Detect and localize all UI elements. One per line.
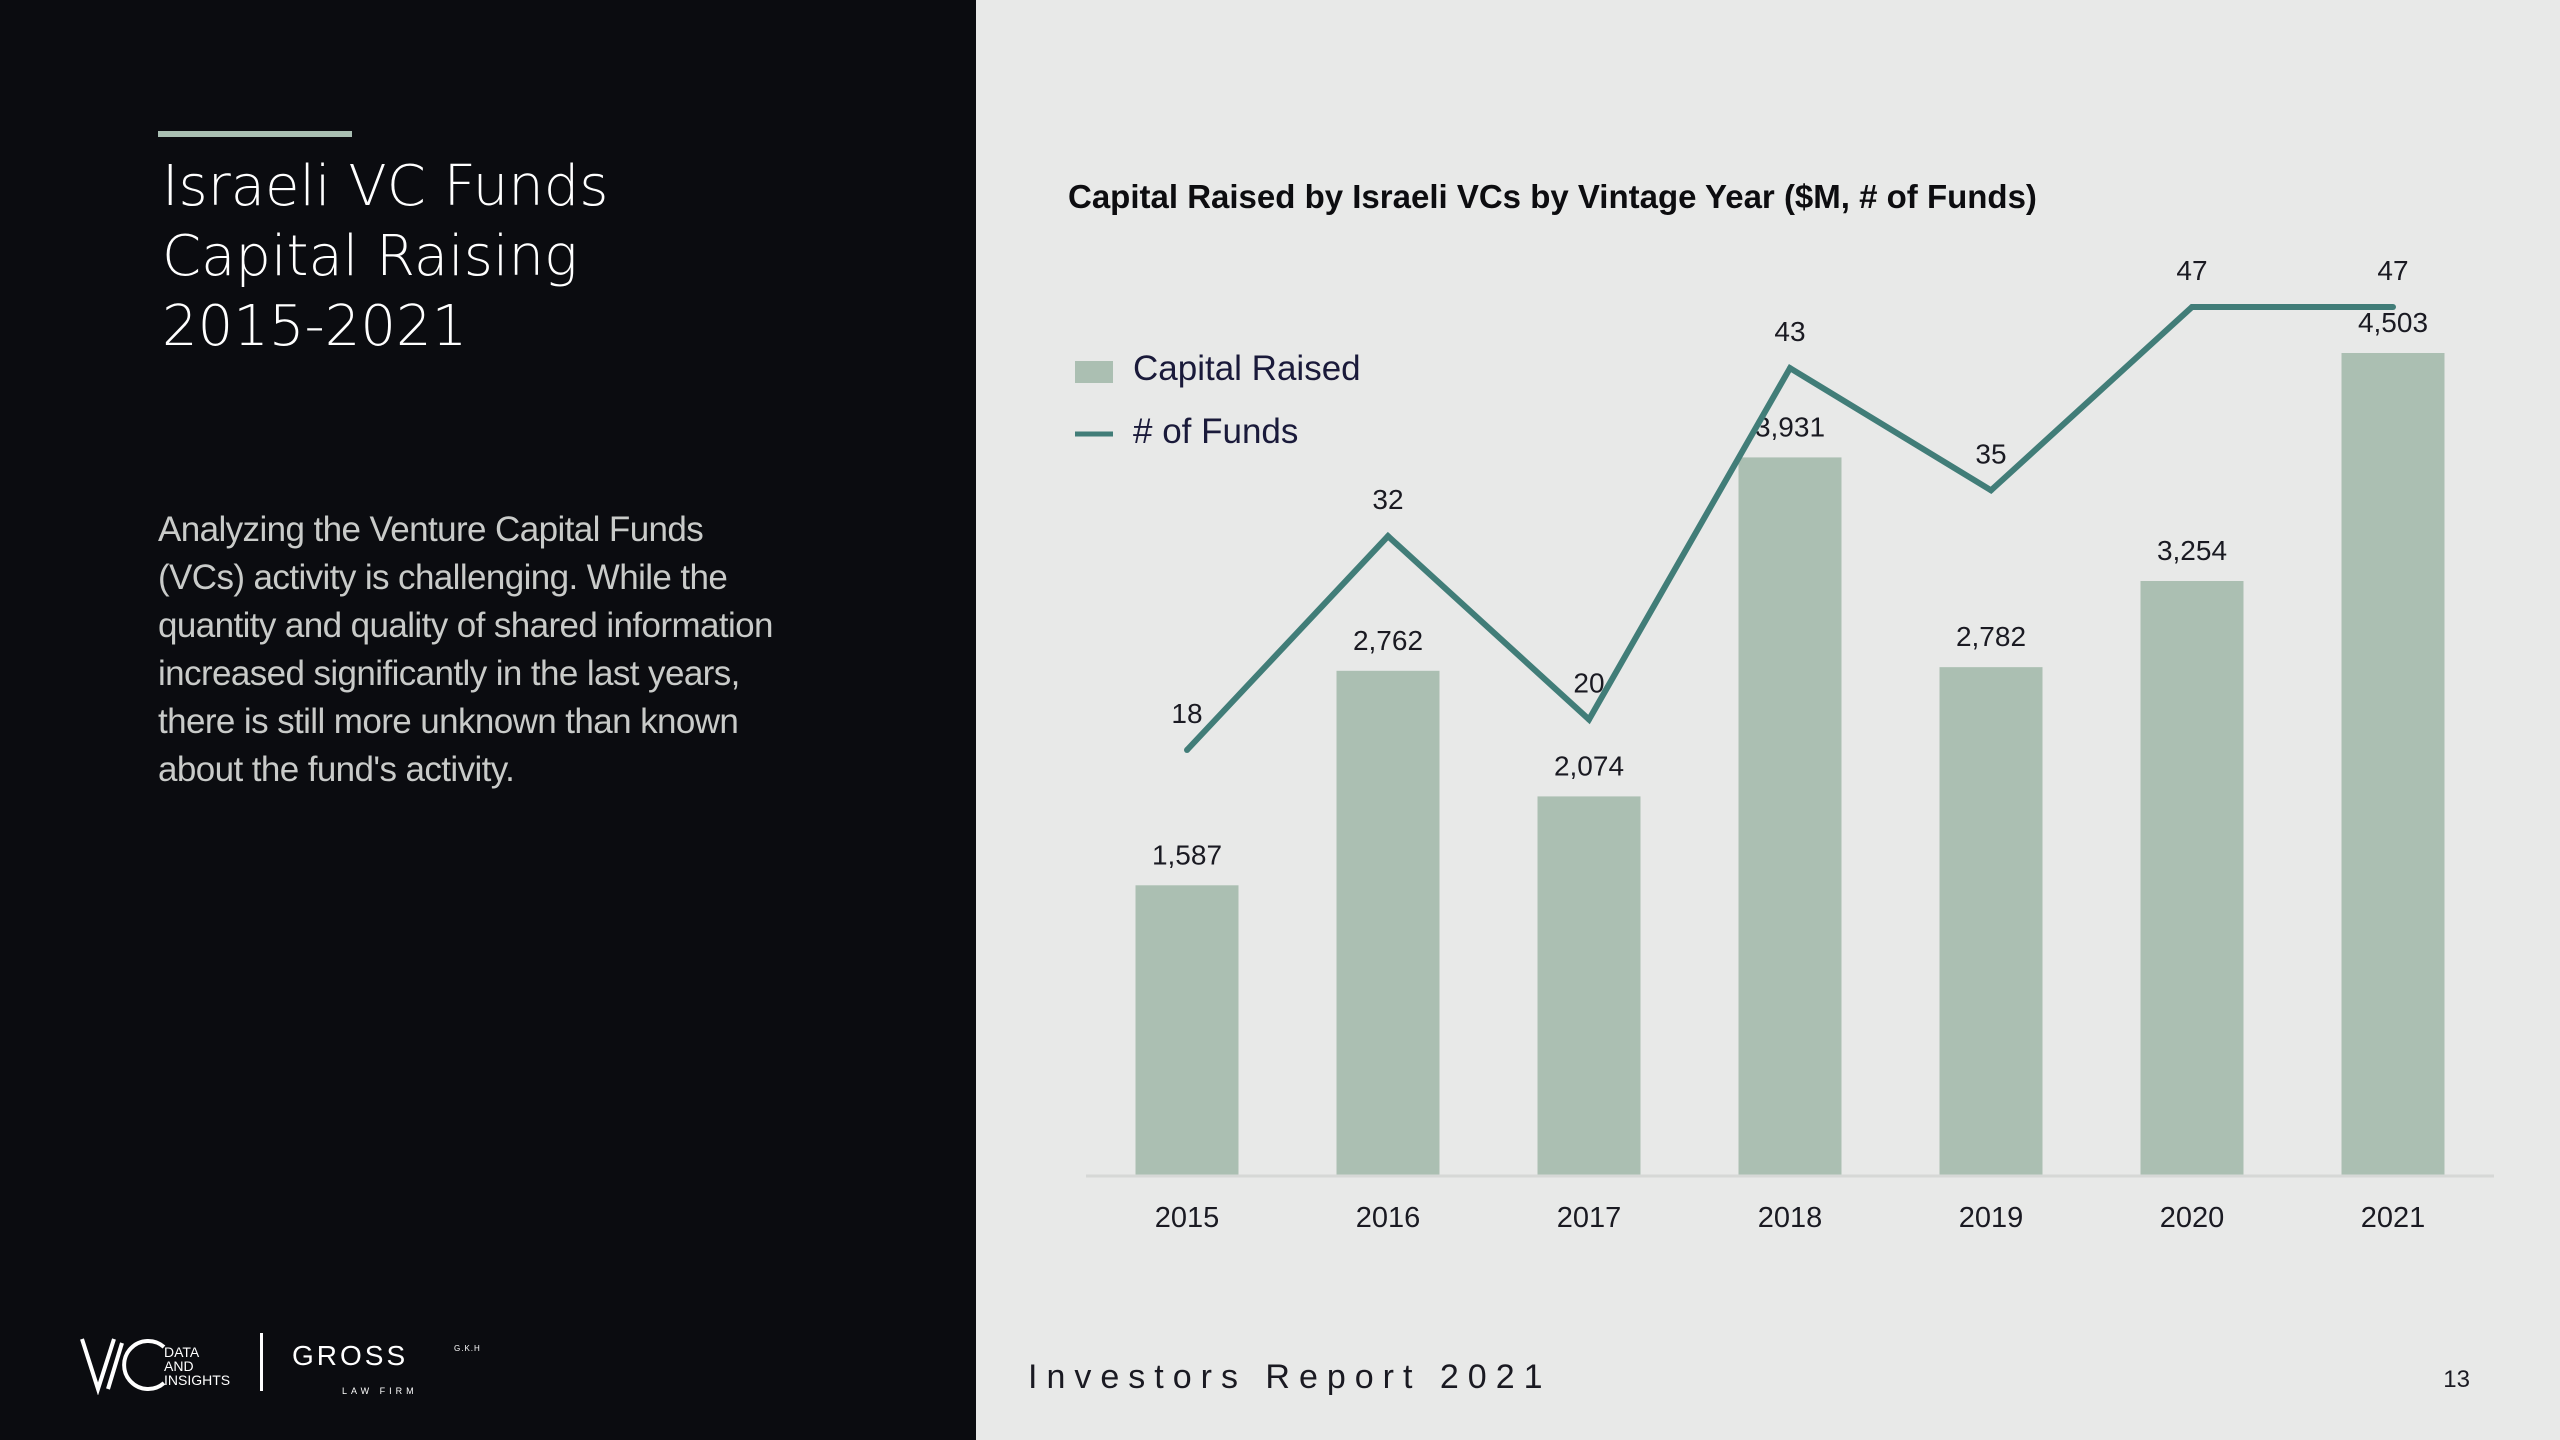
- gross-logo-suffix: G.K.H: [454, 1344, 481, 1353]
- bar-2020: [2140, 580, 2244, 1175]
- line-label-2021: 47: [2377, 255, 2408, 286]
- x-tick-2020: 2020: [2160, 1202, 2225, 1234]
- gross-logo-name: GROSS: [292, 1340, 408, 1371]
- legend-number-of-funds: # of Funds: [1133, 412, 1298, 451]
- bar-label-2017: 2,074: [1554, 750, 1624, 781]
- line-label-2018: 43: [1774, 316, 1805, 347]
- line-label-2015: 18: [1171, 698, 1202, 729]
- chart-legend: Capital Raised # of Funds: [1075, 349, 1361, 451]
- left-panel: Israeli VC Funds Capital Raising 2015-20…: [0, 0, 976, 1440]
- bar-label-2015: 1,587: [1152, 839, 1222, 870]
- x-axis-tick-labels: 2015 2016 2017 2018 2019 2020 2021: [1155, 1202, 2426, 1234]
- bar-2019: [1939, 667, 2043, 1175]
- vc-logo-line1: DATA: [164, 1344, 200, 1360]
- line-point-2015: [1184, 747, 1190, 753]
- bar-2016: [1336, 670, 1440, 1175]
- bar-2017: [1537, 796, 1641, 1175]
- legend-bar-swatch: [1075, 361, 1113, 383]
- x-tick-2018: 2018: [1758, 1202, 1823, 1234]
- x-tick-2019: 2019: [1959, 1202, 2024, 1234]
- page-title: Israeli VC Funds Capital Raising 2015-20…: [162, 154, 609, 359]
- legend-capital-raised: Capital Raised: [1133, 349, 1361, 388]
- title-accent-line: [158, 131, 352, 137]
- gross-logo-subtitle: LAW FIRM: [342, 1386, 418, 1396]
- bar-label-2016: 2,762: [1353, 625, 1423, 656]
- x-tick-2016: 2016: [1356, 1202, 1421, 1234]
- line-point-2020: [2189, 304, 2195, 310]
- vc-logo-text: DATA AND INSIGHTS: [164, 1345, 230, 1387]
- line-point-2021: [2390, 304, 2396, 310]
- chart-title: Capital Raised by Israeli VCs by Vintage…: [1068, 178, 2037, 215]
- intro-paragraph: Analyzing the Venture Capital Funds (VCs…: [158, 510, 774, 789]
- line-label-2020: 47: [2176, 255, 2207, 286]
- line-label-2017: 20: [1573, 667, 1604, 698]
- bar-value-labels: 1,587 2,762 2,074 3,931 2,782 3,254 4,503: [1152, 307, 2428, 870]
- bar-2018: [1738, 457, 1842, 1175]
- bar-series: [1135, 353, 2445, 1175]
- x-tick-2015: 2015: [1155, 1202, 1220, 1234]
- bar-label-2018: 3,931: [1755, 411, 1825, 442]
- vc-logo-line3: INSIGHTS: [164, 1372, 231, 1388]
- page-number: 13: [2443, 1366, 2470, 1393]
- vc-logo-icon: [80, 1338, 166, 1395]
- bar-label-2021: 4,503: [2358, 307, 2428, 338]
- footer-logos: DATA AND INSIGHTS GROSS G.K.H LAW FIRM: [78, 1325, 538, 1405]
- line-label-2019: 35: [1975, 438, 2006, 469]
- report-footer: Investors Report 2021: [1028, 1358, 1552, 1396]
- line-point-2018: [1787, 365, 1793, 372]
- vc-logo-line2: AND: [164, 1358, 194, 1374]
- bar-label-2019: 2,782: [1956, 621, 2026, 652]
- line-label-2016: 32: [1372, 484, 1403, 515]
- bar-label-2020: 3,254: [2157, 535, 2227, 566]
- x-tick-2017: 2017: [1557, 1202, 1622, 1234]
- bar-2015: [1135, 885, 1239, 1175]
- gross-law-firm-logo: GROSS G.K.H LAW FIRM: [292, 1340, 481, 1396]
- bar-2021: [2341, 353, 2445, 1175]
- line-point-2019: [1988, 487, 1994, 494]
- line-value-labels: 18 32 20 43 35 47 47: [1171, 255, 2409, 753]
- line-point-2016: [1385, 533, 1391, 540]
- x-tick-2021: 2021: [2361, 1202, 2426, 1234]
- logo-divider: [260, 1333, 263, 1391]
- line-point-2017: [1586, 716, 1592, 723]
